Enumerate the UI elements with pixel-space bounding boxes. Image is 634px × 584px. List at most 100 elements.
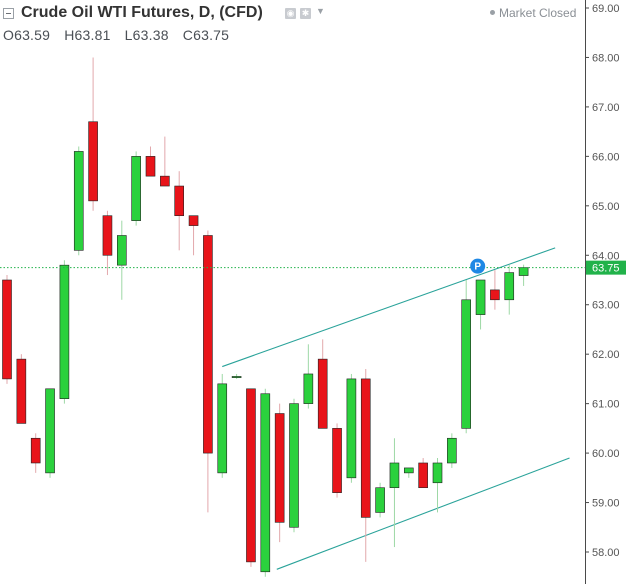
candle[interactable] [303, 344, 314, 409]
earnings-marker-group[interactable]: P [470, 258, 486, 274]
candle[interactable] [260, 388, 271, 577]
trendline-2[interactable] [276, 457, 570, 570]
candle-body [217, 383, 228, 474]
y-tick-label: 67.00 [592, 102, 620, 114]
candle-body [303, 373, 314, 404]
candle[interactable] [346, 373, 357, 483]
dropdown-caret-icon[interactable]: ▼ [316, 6, 325, 16]
gear-icon[interactable]: ✱ [300, 8, 311, 19]
low-value: L63.38 [124, 27, 169, 43]
candle-body [346, 378, 357, 479]
y-tick-label: 61.00 [592, 399, 620, 411]
candle[interactable] [2, 275, 12, 384]
candle[interactable] [88, 57, 98, 211]
candle-body [317, 358, 328, 429]
candle[interactable] [131, 151, 141, 226]
candle[interactable] [117, 220, 127, 300]
candle[interactable] [274, 403, 285, 543]
candle[interactable] [73, 146, 84, 256]
candle-body [145, 156, 156, 177]
market-status: Market Closed [490, 6, 576, 20]
candle-body [2, 279, 12, 380]
y-tick-label: 60.00 [592, 448, 620, 460]
candle[interactable] [418, 458, 428, 489]
y-tick-label: 68.00 [592, 52, 620, 64]
candle-body [88, 121, 98, 202]
candle-body [432, 462, 443, 484]
candle[interactable] [432, 458, 443, 513]
candle-body [102, 215, 113, 256]
candle-body [73, 151, 84, 251]
y-tick-label: 69.00 [592, 3, 620, 15]
candle[interactable] [490, 270, 500, 310]
candle-body [274, 413, 285, 523]
candle-body [30, 437, 41, 464]
candle-body [447, 437, 457, 464]
symbol-title[interactable]: Crude Oil WTI Futures, D, (CFD) [21, 4, 263, 21]
y-tick-label: 63.00 [592, 300, 620, 312]
candle[interactable] [174, 171, 184, 251]
candle-body [360, 378, 371, 518]
y-tick-label: 66.00 [592, 151, 620, 163]
candle[interactable] [145, 146, 156, 177]
candle[interactable] [160, 136, 170, 187]
candle[interactable] [16, 354, 27, 424]
y-tick-label: 59.00 [592, 498, 620, 510]
candle[interactable] [403, 467, 414, 478]
candle[interactable] [360, 369, 371, 562]
open-value: O63.59 [3, 27, 51, 43]
candle-body [375, 487, 385, 513]
candle-body [45, 388, 55, 474]
candle[interactable] [30, 433, 41, 473]
candle-body [461, 299, 472, 429]
close-value: C63.75 [182, 27, 230, 43]
candle-body [188, 215, 199, 226]
candle-body [16, 358, 27, 424]
candle[interactable] [217, 373, 228, 478]
candle[interactable] [389, 438, 400, 548]
candle-body [231, 376, 242, 378]
candle[interactable] [375, 482, 385, 518]
candle[interactable] [447, 433, 457, 468]
candle[interactable] [332, 423, 342, 498]
candle[interactable] [188, 215, 199, 256]
last-price-badge [586, 260, 626, 275]
candle[interactable] [317, 339, 328, 429]
candle-body [403, 467, 414, 474]
candle[interactable] [475, 279, 486, 330]
candle[interactable] [45, 388, 55, 478]
trendline-group[interactable] [222, 247, 570, 570]
y-tick-label: 58.00 [592, 547, 620, 559]
candle[interactable] [461, 280, 472, 434]
high-value: H63.81 [64, 27, 111, 43]
trendline-1[interactable] [222, 247, 556, 368]
candle[interactable] [246, 388, 256, 567]
candle[interactable] [102, 210, 113, 276]
candle-body [260, 393, 271, 573]
y-tick-label: 62.00 [592, 349, 620, 361]
candle-body [475, 279, 486, 315]
market-status-text: Market Closed [499, 6, 577, 20]
ohlc-values: O63.59 H63.81 L63.38 C63.75 [3, 27, 239, 43]
candle[interactable] [203, 230, 213, 513]
candle-body [174, 185, 184, 217]
candle[interactable] [504, 265, 515, 315]
candle[interactable] [231, 373, 242, 379]
candle[interactable] [518, 264, 529, 286]
candle-body [289, 403, 299, 528]
candle-body [504, 272, 515, 301]
settings-icon[interactable]: ◉ [285, 8, 296, 19]
market-status-dot-icon [490, 10, 495, 16]
candle-body [117, 235, 127, 266]
price-axis[interactable]: 69.00 68.00 67.00 66.00 65.00 64.00 63.00 62.00… [585, 3, 626, 559]
candle-body [160, 175, 170, 187]
y-tick-label: 65.00 [592, 201, 620, 213]
candle-body [389, 462, 400, 489]
collapse-icon[interactable] [3, 8, 14, 19]
earnings-p-marker-icon[interactable] [470, 258, 486, 274]
candles-group[interactable] [2, 57, 529, 577]
candle[interactable] [289, 398, 299, 533]
candle[interactable] [59, 260, 70, 404]
candle-body [490, 289, 500, 301]
